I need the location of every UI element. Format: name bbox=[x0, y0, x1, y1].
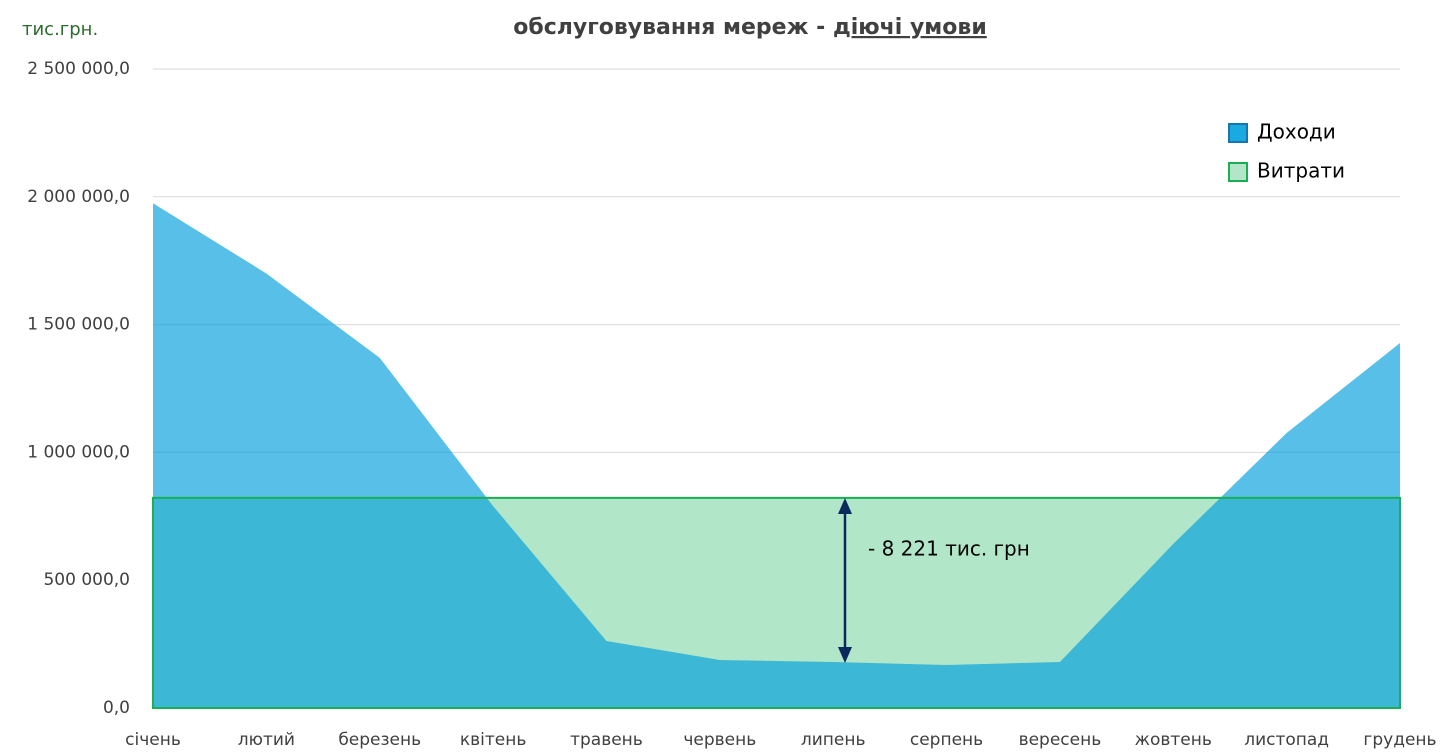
area-income bbox=[153, 203, 1400, 708]
x-tick-label: жовтень bbox=[1135, 730, 1212, 750]
chart-title: обслуговування мереж - діючі умови bbox=[513, 15, 987, 40]
x-tick-label: травень bbox=[570, 730, 643, 750]
title-text: обслуговування мереж - bbox=[513, 15, 825, 40]
y-tick-label: 0,0 bbox=[103, 698, 130, 718]
title-underlined: діючі умови bbox=[833, 15, 987, 40]
y-tick-label: 1 500 000,0 bbox=[27, 315, 130, 335]
x-tick-label: листопад bbox=[1244, 730, 1329, 750]
x-tick-label: червень bbox=[683, 730, 756, 750]
x-tick-label: вересень bbox=[1019, 730, 1102, 750]
legend-label: Доходи bbox=[1257, 120, 1336, 144]
legend-swatch bbox=[1228, 123, 1248, 143]
x-tick-label: лютий bbox=[238, 730, 295, 750]
arrow-head-top bbox=[838, 498, 852, 514]
x-tick-label: серпень bbox=[910, 730, 983, 750]
annotation: - 8 221 тис. грн bbox=[868, 537, 1030, 561]
area-expenses-outline bbox=[152, 496, 1401, 709]
x-tick-label: квітень bbox=[460, 730, 527, 750]
legend-label: Витрати bbox=[1257, 159, 1345, 183]
x-tick-label: січень bbox=[125, 730, 181, 750]
x-tick-label: грудень bbox=[1363, 730, 1436, 750]
unit-label: тис.грн. bbox=[22, 19, 98, 40]
y-tick-label: 2 000 000,0 bbox=[27, 187, 130, 207]
x-tick-label: липень bbox=[801, 730, 866, 750]
y-tick-label: 500 000,0 bbox=[43, 570, 130, 590]
y-tick-label: 1 000 000,0 bbox=[27, 442, 130, 462]
y-tick-label: 2 500 000,0 bbox=[27, 59, 130, 79]
legend-swatch bbox=[1228, 162, 1248, 182]
x-tick-label: березень bbox=[338, 730, 421, 750]
arrow-head-bottom bbox=[838, 647, 852, 663]
